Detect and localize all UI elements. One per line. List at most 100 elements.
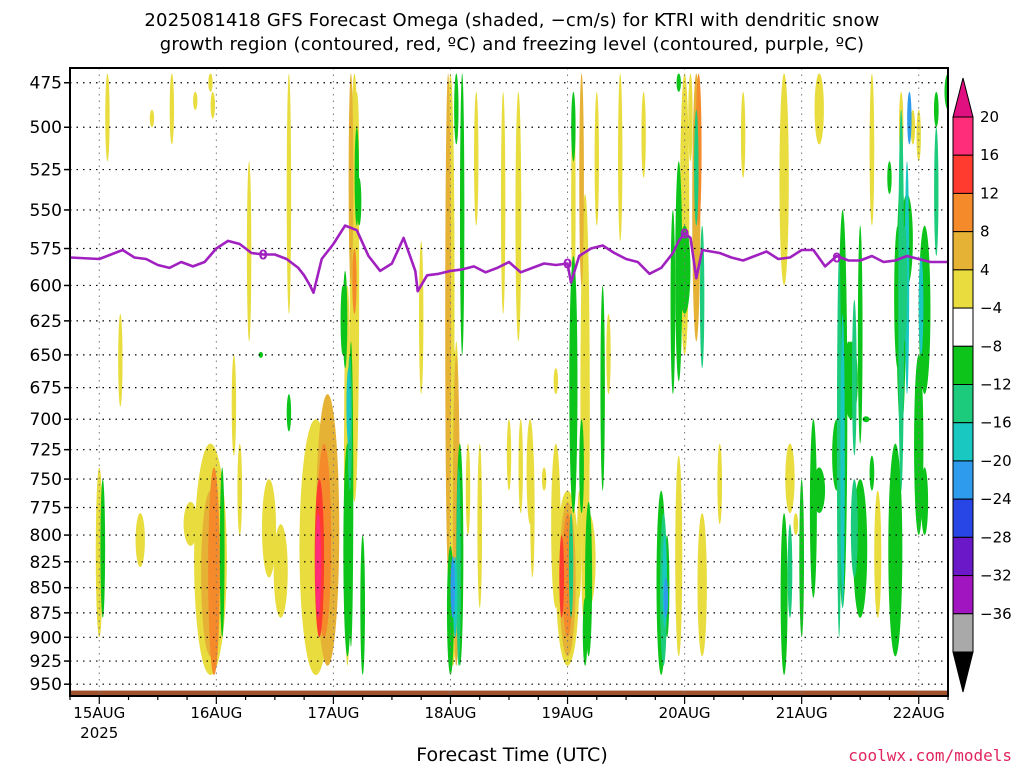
y-tick-label: 950 (30, 675, 62, 695)
colorbar-segment (952, 269, 974, 309)
omega-shade-region (237, 443, 243, 536)
x-tick-label: 17AUG (307, 704, 359, 722)
omega-shade-region (231, 354, 237, 456)
chart-title-line-1: 2025081418 GFS Forecast Omega (shaded, −… (144, 10, 880, 31)
omega-shade-region (902, 225, 908, 342)
omega-shade-region (193, 91, 198, 110)
omega-shade-region (568, 513, 574, 618)
colorbar-label: 4 (980, 261, 990, 279)
omega-shade-region (874, 490, 882, 618)
x-axis: 15AUG 16AUG 17AUG 18AUG 19AUG 20AUG 21AUG 22AUG… (69, 696, 949, 742)
colorbar-label: 16 (980, 146, 999, 164)
omega-shade-region (857, 225, 863, 444)
y-tick-label: 750 (30, 470, 62, 490)
omega-shade-region (258, 351, 264, 358)
colorbar-segment (952, 498, 974, 538)
freezing-level-line (70, 224, 948, 295)
omega-shade-region (914, 354, 924, 536)
omega-shade-region (118, 313, 123, 407)
y-tick-label: 800 (30, 526, 62, 546)
omega-shade-region (898, 109, 905, 491)
omega-shade-region (348, 73, 354, 286)
omega-shade-region (273, 524, 288, 618)
omega-shade-region (887, 161, 892, 195)
omega-shade-region (465, 443, 471, 536)
omega-shade-region (699, 225, 705, 369)
omega-shade-region (571, 91, 576, 162)
omega-shade-region (219, 467, 225, 638)
colorbar-segment (952, 345, 974, 385)
omega-shade-region (541, 467, 547, 491)
x-tick-label: 20AUG (659, 704, 711, 722)
colorbar-segment (952, 384, 974, 424)
omega-shade-region (352, 248, 357, 314)
y-tick-label: 825 (30, 553, 62, 573)
omega-shade-region (814, 73, 824, 145)
colorbar-label: −28 (980, 528, 1012, 546)
y-tick-label: 875 (30, 604, 62, 624)
omega-shade-region (340, 285, 345, 355)
omega-shade-region (559, 535, 565, 618)
colorbar-label: −24 (980, 490, 1012, 508)
omega-shade-region (618, 73, 623, 241)
colorbar-label: −4 (980, 299, 1002, 317)
omega-shade-region (785, 443, 795, 514)
omega-shade-region (779, 73, 789, 286)
omega-shade-region (910, 109, 916, 145)
x-tick-label: 19AUG (542, 704, 594, 722)
omega-shade-region (933, 91, 939, 128)
omega-shade-region (793, 513, 799, 536)
y-axis: 475 500 525 550 575 600 625 650 675 700 725 750 775 8… (30, 74, 70, 695)
omega-shade-region (670, 209, 676, 395)
omega-shade-region (675, 161, 683, 382)
omega-shade-region (809, 419, 817, 598)
colorbar-label: 8 (980, 223, 990, 241)
y-tick-label: 525 (30, 161, 62, 181)
y-tick-label: 600 (30, 276, 62, 296)
omega-shade-region (582, 597, 588, 666)
freezing-level-label: 0 (259, 249, 268, 264)
grid-lines (70, 68, 948, 696)
x-tick-year: 2025 (80, 724, 118, 742)
omega-shade-region (869, 73, 875, 226)
omega-shade-region (105, 73, 110, 162)
omega-shade-region (675, 455, 683, 657)
omega-shade-region (780, 513, 788, 676)
omega-shade-region (600, 285, 605, 491)
omega-shade-region (208, 73, 213, 92)
omega-shade-region (456, 467, 461, 666)
y-tick-label: 500 (30, 118, 62, 138)
omega-shade-region (840, 313, 845, 608)
omega-shade-region (916, 109, 921, 162)
omega-shade-region (836, 256, 842, 638)
omega-shade-region (315, 513, 322, 618)
y-tick-label: 925 (30, 652, 62, 672)
omega-shade-region (694, 109, 699, 226)
omega-shade-region (360, 535, 366, 676)
y-tick-label: 650 (30, 346, 62, 366)
colorbar-segment (952, 613, 974, 653)
y-tick-label: 550 (30, 201, 62, 221)
y-tick-label: 675 (30, 379, 62, 399)
colorbar-segment (952, 116, 974, 156)
omega-shade-region (740, 91, 746, 178)
freezing-level-label: 0 (680, 227, 689, 242)
chart-title-line-2: growth region (contoured, red, ºC) and f… (159, 34, 865, 55)
colorbar-bottom-arrow (952, 651, 974, 693)
freezing-level-label: 0 (563, 257, 572, 272)
colorbar-label: −12 (980, 376, 1012, 394)
x-tick-label: 18AUG (424, 704, 476, 722)
omega-shade-region (934, 127, 939, 257)
omega-shade-region (688, 73, 693, 162)
omega-shade-region (579, 73, 584, 286)
omega-shade-region (697, 513, 707, 657)
colorbar-label: −16 (980, 414, 1012, 432)
omega-shade-region (813, 467, 826, 514)
colorbar-segment (952, 231, 974, 271)
omega-shade-region (135, 513, 145, 568)
omega-shade-region (526, 419, 534, 525)
omega-shade-region (594, 91, 599, 226)
y-tick-label: 575 (30, 240, 62, 260)
x-tick-label: 15AUG (73, 704, 125, 722)
